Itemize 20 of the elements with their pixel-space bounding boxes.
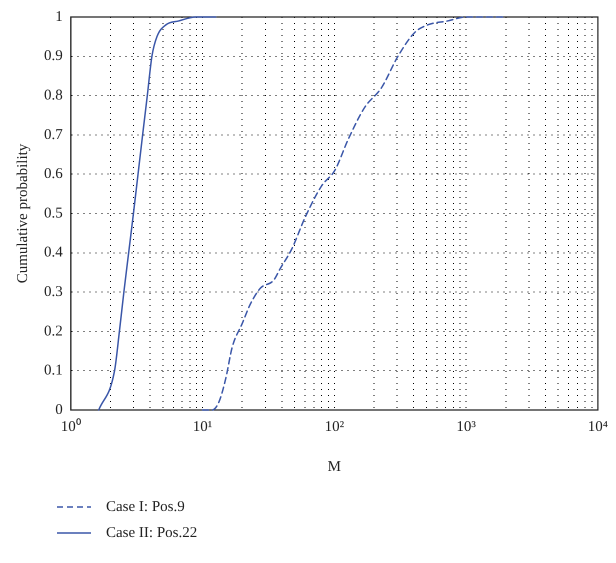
x-axis-title: M	[328, 458, 341, 475]
y-tick-label: 1	[55, 8, 63, 25]
legend-label: Case II: Pos.22	[106, 524, 198, 542]
y-tick-label: 0.9	[44, 48, 63, 64]
x-tick-label: 10²	[324, 418, 345, 435]
y-tick-label: 0	[55, 402, 63, 418]
x-tick-label: 10⁰	[60, 418, 81, 435]
x-tick-label: 10¹	[192, 418, 212, 435]
x-tick-label: 10⁴	[588, 418, 608, 435]
y-tick-label: 0.4	[44, 244, 64, 261]
y-tick-label: 0.8	[44, 88, 63, 104]
y-tick-label: 0.2	[44, 323, 63, 340]
y-tick-label: 0.3	[44, 284, 63, 300]
y-tick-label: 0.7	[44, 126, 64, 143]
y-axis-title: Cumulative probability	[14, 143, 31, 284]
legend-label: Case I: Pos.9	[106, 498, 185, 516]
y-tick-label: 0.6	[44, 166, 64, 182]
x-tick-label: 10³	[456, 418, 476, 435]
y-tick-label: 0.5	[44, 205, 63, 222]
y-tick-label: 0.1	[44, 362, 63, 379]
